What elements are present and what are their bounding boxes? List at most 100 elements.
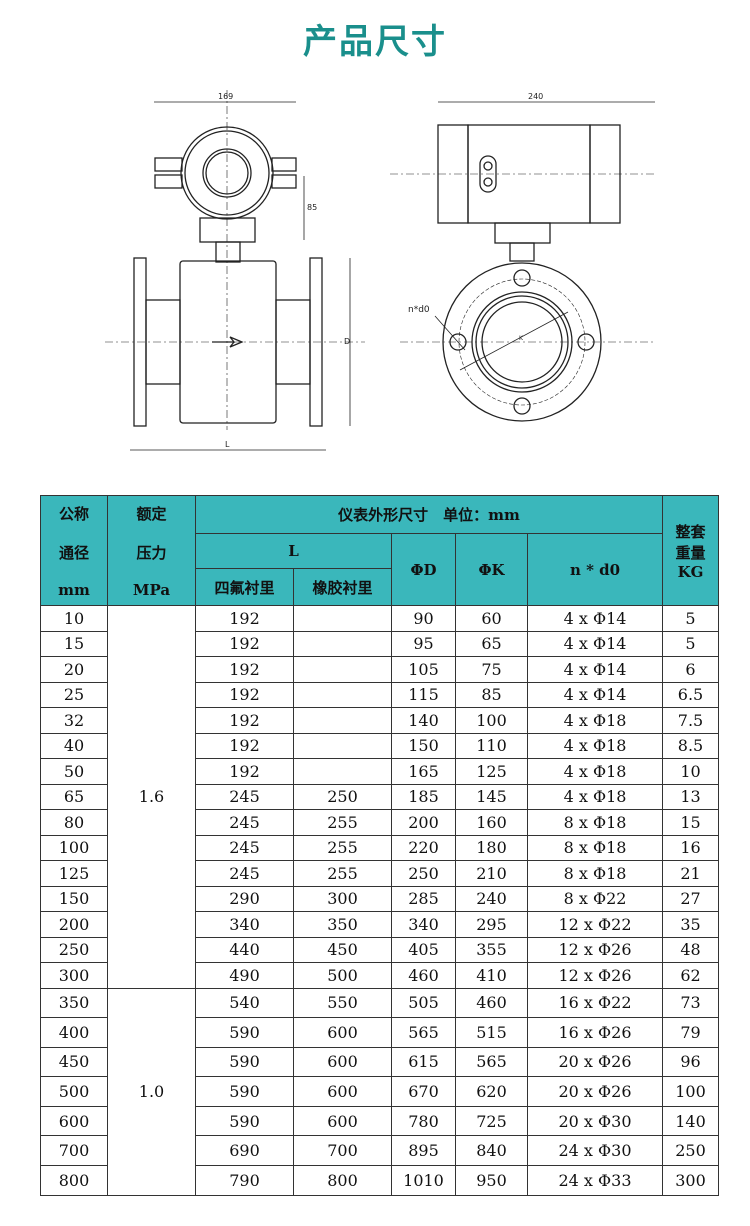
cell-l-rubber — [293, 707, 392, 734]
cell-d: 250 — [391, 860, 456, 887]
cell-d: 895 — [391, 1135, 456, 1167]
cell-l-ptfe: 192 — [195, 681, 294, 708]
cell-l-rubber: 255 — [293, 834, 392, 861]
cell-d: 460 — [391, 962, 456, 989]
cell-nd0: 8 x Φ18 — [526, 809, 664, 836]
cell-k: 85 — [455, 681, 528, 708]
cell-k: 240 — [455, 885, 528, 912]
cell-weight: 27 — [662, 885, 720, 912]
cell-l-rubber: 550 — [293, 987, 392, 1019]
cell-l-ptfe: 192 — [195, 605, 294, 632]
cell-dn: 450 — [40, 1046, 108, 1078]
cell-dn: 125 — [40, 860, 108, 887]
header-dims: 仪表外形尺寸 单位：mm — [194, 495, 664, 534]
cell-dn: 350 — [40, 987, 108, 1019]
cell-k: 110 — [455, 732, 528, 759]
cell-d: 105 — [391, 656, 456, 683]
table-row: 300 490 500 460 410 12 x Φ26 62 — [40, 962, 720, 989]
dim-169: 169 — [218, 92, 233, 101]
cell-l-ptfe: 790 — [195, 1165, 294, 1196]
cell-k: 60 — [455, 605, 528, 632]
cell-weight: 73 — [662, 987, 720, 1019]
cell-k: 210 — [455, 860, 528, 887]
header-l: L — [195, 533, 392, 569]
cell-k: 180 — [455, 834, 528, 861]
header-k: ΦK — [455, 533, 528, 606]
cell-dn: 250 — [40, 936, 108, 963]
header-d: ΦD — [391, 533, 456, 606]
cell-d: 140 — [391, 707, 456, 734]
cell-d: 220 — [391, 834, 456, 861]
cell-k: 565 — [455, 1046, 528, 1078]
cell-weight: 140 — [662, 1105, 720, 1137]
cell-nd0: 4 x Φ18 — [526, 758, 664, 785]
cell-dn: 600 — [40, 1105, 108, 1137]
header-dn: 公称 通径 mm — [40, 495, 108, 606]
table-row: 400 590 600 565 515 16 x Φ26 79 — [40, 1017, 720, 1048]
cell-dn: 65 — [40, 783, 108, 810]
cell-d: 185 — [391, 783, 456, 810]
header-pressure-line: 额定 — [136, 504, 167, 523]
cell-l-rubber: 350 — [293, 911, 392, 938]
cell-weight: 5 — [662, 605, 720, 632]
dim-k: K — [519, 335, 524, 342]
cell-k: 620 — [455, 1076, 528, 1107]
table-row: 800 790 800 1010 950 24 x Φ33 300 — [40, 1165, 720, 1196]
cell-weight: 15 — [662, 809, 720, 836]
front-view: 169 85 D L — [105, 90, 365, 451]
cell-k: 950 — [455, 1165, 528, 1196]
cell-nd0: 4 x Φ14 — [526, 630, 664, 657]
cell-weight: 35 — [662, 911, 720, 938]
cell-nd0: 20 x Φ26 — [526, 1046, 664, 1078]
cell-k: 65 — [455, 630, 528, 657]
cell-weight: 6 — [662, 656, 720, 683]
cell-dn: 20 — [40, 656, 108, 683]
cell-nd0: 20 x Φ26 — [526, 1076, 664, 1107]
cell-k: 145 — [455, 783, 528, 810]
cell-weight: 16 — [662, 834, 720, 861]
cell-k: 160 — [455, 809, 528, 836]
cell-l-ptfe: 690 — [195, 1135, 294, 1167]
cell-k: 295 — [455, 911, 528, 938]
dim-d: D — [344, 337, 350, 346]
cell-k: 125 — [455, 758, 528, 785]
cell-k: 75 — [455, 656, 528, 683]
cell-dn: 10 — [40, 605, 108, 632]
cell-l-rubber: 255 — [293, 860, 392, 887]
cell-d: 285 — [391, 885, 456, 912]
cell-nd0: 8 x Φ22 — [526, 885, 664, 912]
cell-l-ptfe: 192 — [195, 732, 294, 759]
cell-weight: 8.5 — [662, 732, 720, 759]
cell-nd0: 12 x Φ22 — [526, 911, 664, 938]
cell-dn: 150 — [40, 885, 108, 912]
cell-l-rubber — [293, 605, 392, 632]
header-pressure-line: 压力 — [136, 543, 167, 562]
flow-arrow-icon — [212, 336, 244, 348]
header-pressure: 额定 压力 MPa — [107, 495, 196, 606]
cell-dn: 800 — [40, 1165, 108, 1196]
cell-k: 410 — [455, 962, 528, 989]
cell-weight: 48 — [662, 936, 720, 963]
table-row: 100 245 255 220 180 8 x Φ18 16 — [40, 834, 720, 861]
cell-nd0: 4 x Φ14 — [526, 681, 664, 708]
dim-l: L — [225, 440, 230, 449]
cell-l-rubber: 600 — [293, 1046, 392, 1078]
cell-dn: 15 — [40, 630, 108, 657]
cell-l-ptfe: 540 — [195, 987, 294, 1019]
cell-weight: 300 — [662, 1165, 720, 1196]
cell-d: 405 — [391, 936, 456, 963]
cell-nd0: 4 x Φ18 — [526, 783, 664, 810]
table-row: 350 1.0 540 550 505 460 16 x Φ22 73 — [40, 987, 720, 1196]
header-weight-line: 整套 — [675, 522, 706, 541]
cell-l-ptfe: 440 — [195, 936, 294, 963]
cell-d: 670 — [391, 1076, 456, 1107]
dim-nd0: n*d0 — [408, 305, 430, 315]
cell-l-ptfe: 192 — [195, 656, 294, 683]
table-row: 10 1.6 192 90 60 4 x Φ14 5 — [40, 605, 720, 989]
cell-weight: 96 — [662, 1046, 720, 1078]
cell-l-rubber — [293, 758, 392, 785]
page-title: 产品尺寸 — [303, 22, 447, 62]
cell-l-ptfe: 590 — [195, 1105, 294, 1137]
cell-weight: 62 — [662, 962, 720, 989]
dim-85: 85 — [307, 203, 317, 212]
